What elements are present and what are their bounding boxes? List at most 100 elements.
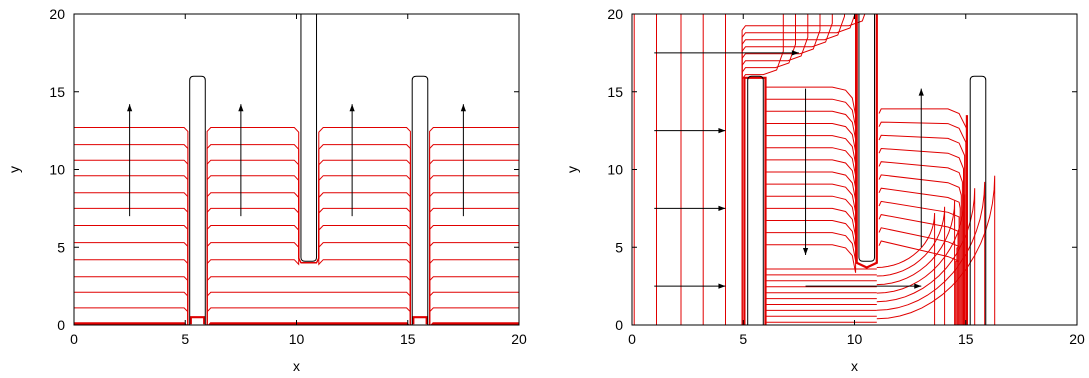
y-tick-label: 10: [49, 162, 65, 178]
arrow-head: [791, 50, 799, 56]
x-tick-label: 5: [181, 331, 189, 347]
plate-outline: [747, 75, 764, 325]
contour-line: [765, 14, 857, 249]
contour-line: [765, 14, 857, 225]
y-tick-label: 5: [57, 239, 65, 255]
x-tick-label: 10: [847, 331, 863, 347]
y-axis-label: y: [564, 166, 580, 173]
arrow-head: [914, 283, 922, 289]
contour-line: [74, 192, 189, 325]
x-tick-label: 15: [400, 331, 416, 347]
plate-outline: [189, 75, 206, 325]
y-axis-label: y: [6, 166, 22, 173]
arrow-head: [918, 88, 924, 96]
y-tick-label: 15: [49, 84, 65, 100]
contour-line: [412, 316, 428, 325]
x-tick-label: 10: [289, 331, 305, 347]
plot-frame: [73, 13, 520, 326]
contour-line: [429, 127, 519, 325]
contour-line: [765, 14, 857, 201]
contour-line: [765, 14, 857, 273]
contour-line: [206, 322, 412, 325]
right-panel: 0 5 10 15 20 0 5 10 15 20 x y: [564, 6, 1085, 374]
contour-line: [765, 14, 857, 261]
x-axis-label: x: [851, 358, 858, 374]
contour-line: [855, 14, 878, 269]
contour-line: [74, 144, 189, 325]
plate-outline: [969, 75, 987, 325]
contour-line: [429, 192, 519, 325]
contour-line: [206, 192, 411, 325]
contour-line: [206, 175, 411, 325]
plate-outline: [858, 14, 876, 262]
contour-line: [74, 307, 189, 325]
y-tick-label: 20: [49, 6, 65, 22]
contour-line: [876, 175, 996, 325]
contour-line: [878, 227, 961, 325]
contour-line: [74, 175, 189, 325]
arrow-head: [460, 104, 466, 112]
contour-line: [429, 276, 519, 325]
arrow-head: [718, 205, 726, 211]
contour-line: [206, 276, 411, 325]
contour-line: [878, 161, 963, 325]
contour-line: [189, 316, 206, 325]
arrow-head: [718, 283, 726, 289]
contour-line: [429, 225, 519, 325]
contour-line: [206, 257, 411, 325]
contour-line: [878, 174, 962, 325]
x-tick-label: 20: [511, 331, 527, 347]
x-tick-label: 15: [958, 331, 974, 347]
y-tick-label: 0: [615, 317, 623, 333]
y-tick-label: 5: [615, 239, 623, 255]
contour-line: [765, 14, 857, 213]
contour-line: [876, 194, 966, 325]
contour-line: [428, 322, 519, 325]
contour-line: [878, 147, 964, 325]
arrow-head: [802, 248, 809, 256]
contour-line: [878, 200, 960, 325]
contour-line: [876, 181, 986, 325]
arrow-head: [127, 104, 133, 112]
left-panel: 0 5 10 15 20 0 5 10 15 20 x y: [6, 6, 527, 374]
contour-line: [878, 214, 960, 325]
contour-line: [878, 187, 961, 325]
contour-line: [206, 144, 411, 325]
contour-line: [74, 225, 189, 325]
contour-line: [741, 14, 870, 325]
contour-line: [429, 175, 519, 325]
contour-line: [876, 206, 946, 325]
contour-line: [765, 14, 857, 176]
plate-outline: [411, 75, 429, 325]
contour-line: [429, 242, 519, 325]
contour-line: [74, 322, 189, 325]
contour-line: [206, 242, 411, 325]
y-tick-label: 20: [607, 6, 623, 22]
contour-line: [429, 307, 519, 325]
contour-line: [765, 14, 857, 237]
contour-line: [206, 307, 411, 325]
contour-line: [876, 212, 936, 325]
arrow-head: [238, 104, 244, 112]
y-tick-label: 0: [57, 317, 65, 333]
contour-line: [878, 121, 967, 325]
contour-line: [743, 76, 767, 325]
contour-line: [206, 127, 411, 325]
contour-line: [741, 14, 809, 325]
x-axis-label: x: [293, 358, 300, 374]
contour-line: [74, 127, 189, 325]
y-tick-label: 15: [607, 84, 623, 100]
plot-area: [633, 14, 996, 325]
plate-outline: [300, 14, 318, 262]
y-tick-label: 10: [607, 162, 623, 178]
contour-line: [429, 144, 519, 325]
contour-line: [765, 14, 857, 164]
contour-line: [876, 188, 976, 325]
contour-line: [876, 200, 956, 325]
x-tick-label: 0: [628, 331, 636, 347]
contour-line: [206, 225, 411, 325]
x-tick-label: 20: [1069, 331, 1085, 347]
contour-line: [74, 242, 189, 325]
plot-area: [74, 14, 519, 325]
